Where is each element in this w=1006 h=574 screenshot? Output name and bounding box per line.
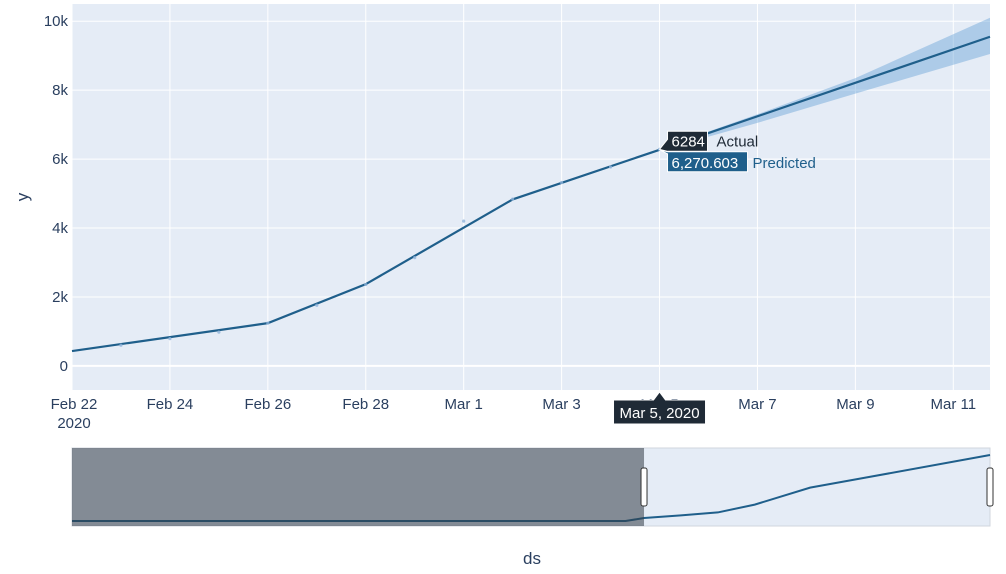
actual-point [511,197,515,201]
x-tick-label: Mar 9 [836,396,874,413]
actual-point [462,219,466,223]
x-axis-title: ds [523,549,541,568]
actual-point [266,321,270,325]
x-tick-label: Feb 22 [51,396,98,413]
y-tick-label: 0 [60,358,68,375]
y-tick-label: 10k [44,13,69,30]
x-tick-label: Mar 7 [738,396,776,413]
range-slider[interactable] [71,447,994,527]
actual-point [315,303,319,307]
hover-actual-label: Actual [717,133,759,150]
actual-point [217,330,221,334]
x-tick-label: Feb 24 [147,396,194,413]
x-tick-label: Feb 26 [244,396,291,413]
x-tick-label: Feb 28 [342,396,389,413]
hover-predicted-label: Predicted [753,155,816,172]
x-tick-label: Mar 3 [542,396,580,413]
actual-point [560,180,564,185]
y-tick-label: 8k [52,82,68,99]
hover-actual-value: 6284 [672,133,705,150]
x-tick-year-label: 2020 [57,415,90,432]
actual-point [413,256,417,260]
hover-predicted-box [659,149,749,173]
actual-point [119,343,123,347]
y-axis-ticks: 0 2k 4k 6k 8k 10k [44,13,69,375]
hover-date-label: Mar 5, 2020 [619,405,699,422]
actual-point [608,165,613,169]
y-tick-label: 6k [52,151,68,168]
actual-point [168,337,172,341]
x-tick-label: Mar 1 [445,396,483,413]
range-slider-left-handle[interactable] [640,467,648,507]
y-axis-title: y [13,192,32,201]
actual-point [364,282,368,287]
y-tick-label: 4k [52,220,68,237]
range-slider-right-handle[interactable] [986,467,994,507]
grid-lines [71,4,990,390]
plot-background [72,4,990,390]
hover-tooltip: 6284 Actual 6,270.603 Predicted Mar 5, 2020 [613,130,816,425]
predicted-line [71,35,991,353]
x-tick-label: Mar 11 [930,396,976,413]
y-tick-label: 2k [52,289,68,306]
hover-predicted-value: 6,270.603 [672,155,739,172]
hover-date-box [613,391,707,425]
range-slider-mask [72,448,645,526]
